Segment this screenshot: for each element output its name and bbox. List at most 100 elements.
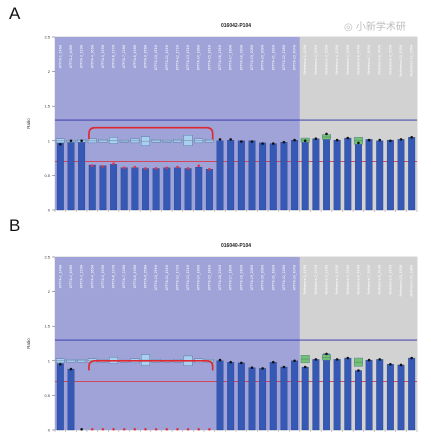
- ratio-dot: [293, 359, 296, 363]
- category-label: ATP7A-1_146H: [58, 44, 62, 68]
- category-label: ATP7A-8_438H: [133, 44, 137, 68]
- category-label: ATP7A-7_226H: [122, 264, 126, 288]
- bar: [386, 139, 394, 211]
- category-label: Reference-2_231H: [314, 264, 318, 294]
- category-label: Reference-3_229H: [325, 44, 329, 74]
- ratio-dot: [69, 367, 73, 371]
- y-tick-label: 2.5: [44, 35, 50, 40]
- category-label: ATP7A-23_407H: [293, 264, 297, 290]
- ratio-dot: [197, 428, 201, 431]
- bar: [131, 167, 139, 211]
- y-tick-label: 2: [48, 289, 51, 294]
- ratio-dot: [378, 358, 382, 361]
- ratio-dot: [197, 164, 201, 168]
- deletion-bracket: [88, 360, 214, 371]
- bar: [365, 359, 373, 431]
- bar: [195, 166, 203, 211]
- category-label: Reference-11_336H: [410, 44, 414, 76]
- category-label: Reference-2_231H: [314, 44, 318, 74]
- ratio-dot: [165, 428, 169, 431]
- ratio-dot: [261, 367, 264, 370]
- category-label: ATP7A-11_151H: [165, 44, 169, 70]
- bar: [237, 140, 245, 211]
- ratio-dot: [69, 139, 73, 143]
- bar: [301, 140, 309, 211]
- ratio-dot: [133, 428, 137, 431]
- bar: [56, 142, 64, 211]
- ratio-dot: [240, 140, 243, 143]
- category-label: Reference-10_159H: [399, 264, 403, 296]
- ratio-dot: [240, 361, 243, 365]
- ratio-dot: [80, 139, 83, 143]
- ratio-dot: [346, 356, 350, 360]
- y-tick-label: 2.5: [44, 255, 50, 260]
- ratio-dot: [378, 138, 382, 142]
- category-label: ATP7A-13_151H: [186, 44, 190, 70]
- bar: [280, 142, 288, 211]
- ratio-dot: [154, 167, 158, 170]
- category-label: Reference-6_445H: [356, 264, 360, 294]
- category-label: Reference-1_419H: [303, 44, 307, 74]
- bar: [408, 137, 416, 211]
- category-label: ATP7A-5_255H: [101, 44, 105, 68]
- ratio-dot: [389, 362, 392, 366]
- category-label: ATP7A-2_408H: [69, 44, 73, 68]
- bar: [344, 137, 352, 211]
- ratio-dot: [410, 356, 413, 360]
- category-label: ATP7A-5_255H: [101, 264, 105, 288]
- ratio-dot: [218, 138, 222, 141]
- ratio-dot: [335, 358, 339, 361]
- category-label: ATP7A-6_237H: [112, 264, 116, 288]
- bar: [184, 168, 192, 211]
- bar: [365, 139, 373, 211]
- ratio-dot: [218, 358, 222, 362]
- category-label: Reference-1_419H: [303, 264, 307, 294]
- deletion-bracket: [88, 126, 214, 140]
- category-label: ATP7A-13_151H: [186, 264, 190, 290]
- ratio-dot: [303, 139, 307, 143]
- bar: [216, 140, 224, 211]
- category-label: ATP7A-19_208H: [250, 264, 254, 290]
- bar: [333, 359, 341, 431]
- category-label: Reference-10_159H: [399, 44, 403, 76]
- bar: [173, 167, 181, 211]
- ratio-dot: [80, 428, 83, 431]
- bar: [142, 168, 149, 211]
- category-label: ATP7A-19_208H: [250, 44, 254, 70]
- ratio-dot: [208, 167, 211, 171]
- ratio-dot: [122, 428, 126, 431]
- bar: [237, 362, 245, 431]
- category-label: ATP7A-22_226H: [282, 264, 286, 290]
- y-axis-label: Ratio: [26, 118, 31, 129]
- ratio-dot: [250, 366, 254, 370]
- bar: [248, 367, 256, 431]
- ratio-dot: [335, 138, 339, 142]
- chart-title: 016042-P104: [221, 23, 251, 29]
- category-label: Reference-8_343H: [378, 44, 382, 74]
- y-tick-label: 0: [48, 208, 51, 213]
- ratio-dot: [346, 136, 350, 140]
- ratio-dot: [357, 369, 360, 372]
- category-label: Reference-5_328H: [346, 44, 350, 74]
- ratio-dot: [176, 165, 179, 169]
- bar: [386, 364, 394, 431]
- bar: [120, 167, 128, 211]
- ratio-dot: [59, 362, 62, 366]
- ratio-dot: [59, 142, 62, 146]
- bar: [205, 169, 213, 211]
- bar: [67, 142, 75, 211]
- category-label: Reference-11_336H: [410, 264, 414, 296]
- category-label: ATP7A-1_146H: [58, 264, 62, 288]
- bar: [397, 364, 405, 431]
- category-label: ATP7A-9_356H: [144, 44, 148, 68]
- panel-label-a: A: [9, 4, 21, 23]
- bar: [344, 357, 352, 431]
- bar: [323, 135, 330, 211]
- category-label: ATP7A-12_172H: [175, 264, 179, 290]
- bar: [376, 140, 384, 211]
- y-tick-label: 1.5: [44, 324, 50, 329]
- bar: [152, 168, 160, 211]
- category-label: Reference-4_135H: [335, 264, 339, 294]
- bar: [227, 139, 235, 211]
- bar: [376, 359, 384, 431]
